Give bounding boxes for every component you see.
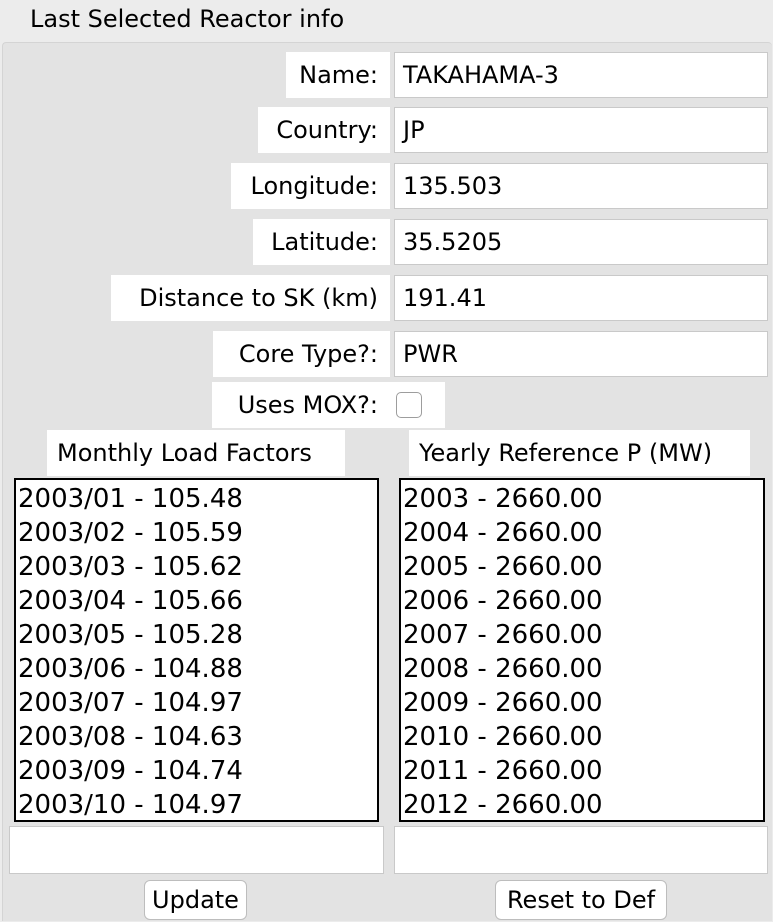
list-item[interactable]: 2003/07 - 104.97: [18, 688, 243, 718]
longitude-field[interactable]: 135.503: [394, 163, 768, 209]
uses-mox-checkbox[interactable]: [396, 392, 422, 418]
list-item[interactable]: 2005 - 2660.00: [403, 552, 603, 582]
list-item[interactable]: 2007 - 2660.00: [403, 620, 603, 650]
country-label: Country:: [258, 107, 390, 153]
list-item[interactable]: 2003/06 - 104.88: [18, 654, 243, 684]
panel-title: Last Selected Reactor info: [30, 5, 345, 33]
list-item[interactable]: 2003/01 - 105.48: [18, 484, 243, 514]
list-item[interactable]: 2012 - 2660.00: [403, 790, 603, 820]
latitude-label: Latitude:: [253, 219, 390, 265]
longitude-label: Longitude:: [231, 163, 390, 209]
list-item[interactable]: 2010 - 2660.00: [403, 722, 603, 752]
list-item[interactable]: 2003/10 - 104.97: [18, 790, 243, 820]
monthly-load-factors-list[interactable]: 2003/01 - 105.48 2003/02 - 105.59 2003/0…: [14, 478, 379, 822]
uses-mox-checkbox-area: [390, 382, 445, 428]
core-type-field[interactable]: PWR: [394, 331, 768, 377]
name-label: Name:: [286, 52, 390, 98]
list-item[interactable]: 2003/04 - 105.66: [18, 586, 243, 616]
name-field[interactable]: TAKAHAMA-3: [394, 52, 768, 98]
list-item[interactable]: 2003/08 - 104.63: [18, 722, 243, 752]
yearly-reference-list[interactable]: 2003 - 2660.00 2004 - 2660.00 2005 - 266…: [399, 478, 765, 822]
list-item[interactable]: 2009 - 2660.00: [403, 688, 603, 718]
update-button[interactable]: Update: [144, 880, 247, 920]
monthly-entry-field[interactable]: [9, 826, 384, 874]
list-item[interactable]: 2003/03 - 105.62: [18, 552, 243, 582]
core-type-label: Core Type?:: [213, 331, 390, 377]
list-item[interactable]: 2003/02 - 105.59: [18, 518, 243, 548]
distance-label: Distance to SK (km): [111, 275, 390, 321]
list-item[interactable]: 2003/09 - 104.74: [18, 756, 243, 786]
distance-field[interactable]: 191.41: [394, 275, 768, 321]
reset-to-default-button[interactable]: Reset to Def: [495, 880, 667, 920]
list-item[interactable]: 2004 - 2660.00: [403, 518, 603, 548]
list-item[interactable]: 2008 - 2660.00: [403, 654, 603, 684]
monthly-load-factors-header: Monthly Load Factors: [47, 430, 345, 476]
latitude-field[interactable]: 35.5205: [394, 219, 768, 265]
yearly-reference-header: Yearly Reference P (MW): [409, 430, 750, 476]
uses-mox-label: Uses MOX?:: [212, 382, 390, 428]
country-field[interactable]: JP: [394, 107, 768, 153]
list-item[interactable]: 2003 - 2660.00: [403, 484, 603, 514]
list-item[interactable]: 2011 - 2660.00: [403, 756, 603, 786]
list-item[interactable]: 2003/05 - 105.28: [18, 620, 243, 650]
list-item[interactable]: 2006 - 2660.00: [403, 586, 603, 616]
yearly-entry-field[interactable]: [394, 826, 768, 874]
